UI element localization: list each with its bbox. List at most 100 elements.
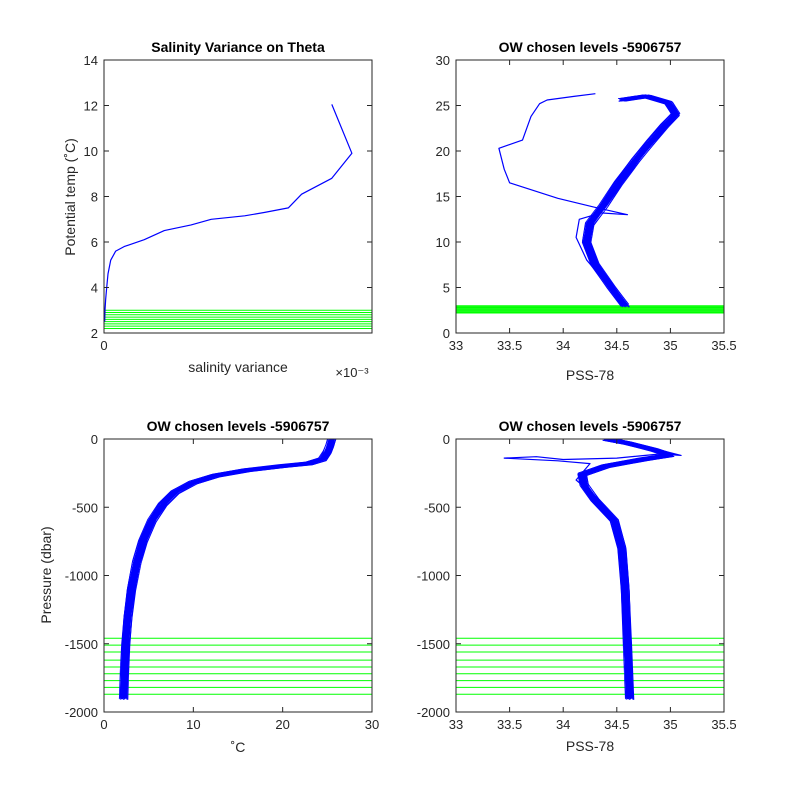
x-tick-label: 33 [449, 717, 463, 732]
panel-4-xlabel: PSS-78 [566, 738, 614, 754]
profile-line [121, 439, 335, 699]
y-tick-label: 0 [91, 432, 98, 447]
axes-box [103, 59, 373, 334]
profile-line [121, 439, 335, 699]
x-tick-label: 0 [100, 338, 107, 353]
x-tick-label: 35.5 [711, 338, 736, 353]
x-tick-label: 30 [365, 717, 379, 732]
y-tick-label: 6 [91, 235, 98, 250]
profile-line [125, 440, 330, 698]
x-tick-label: 10 [186, 717, 200, 732]
profile-line [123, 439, 333, 699]
profile-line [121, 440, 334, 698]
panel-3-plot-area: 0 10 20 30 -2000 -1500 -1000 -500 0 [65, 432, 379, 732]
profile-line [121, 439, 334, 698]
panel-1-x-multiplier: ×10⁻³ [335, 365, 369, 380]
panel-1-title: Salinity Variance on Theta [151, 39, 325, 55]
panel-1-ylabel: Potential temp (˚C) [62, 138, 78, 255]
profile-line [122, 439, 334, 699]
panel-1-plot-area: 020004000600080002468101214 [84, 53, 373, 353]
profile-line [122, 439, 333, 699]
profile-line [123, 439, 333, 699]
profile-line [124, 440, 332, 698]
panel-theta-salinity: OW chosen levels -5906757 33 33.5 34 34.5 35… [436, 39, 737, 383]
x-tick-label: 34 [556, 338, 570, 353]
panel-pressure-temperature: OW chosen levels -5906757 0 10 20 30 -2000 -1… [38, 418, 379, 755]
profile-line [123, 439, 333, 699]
x-tick-label: 20 [275, 717, 289, 732]
panel-2-title: OW chosen levels -5906757 [499, 39, 682, 55]
profile-line [122, 439, 333, 699]
y-tick-label: -1000 [417, 569, 450, 584]
profile-line [122, 440, 334, 698]
y-tick-label: 20 [436, 144, 450, 159]
y-tick-label: 0 [443, 326, 450, 341]
profile-line [124, 439, 331, 698]
profile-line [126, 440, 329, 698]
profile-line [124, 439, 331, 698]
profile-line [121, 440, 334, 698]
panel-3-title: OW chosen levels -5906757 [147, 418, 330, 434]
y-tick-label: -2000 [65, 705, 98, 720]
profile-line [582, 95, 675, 307]
x-tick-label: 33 [449, 338, 463, 353]
panel-2-xlabel: PSS-78 [566, 367, 614, 383]
axes-box [455, 59, 725, 334]
panel-pressure-salinity: OW chosen levels -5906757 33 33.5 34 34.5 35… [417, 418, 737, 754]
axes-box [103, 438, 373, 713]
x-tick-label: 34.5 [604, 717, 629, 732]
profile-line [126, 439, 330, 699]
panel-salinity-variance: Salinity Variance on Theta 0200040006000… [62, 39, 373, 380]
y-tick-label: -500 [424, 500, 450, 515]
panel-1-xlabel: salinity variance [188, 359, 288, 375]
y-tick-label: 5 [443, 281, 450, 296]
profile-line [125, 439, 331, 699]
y-tick-label: 4 [91, 281, 98, 296]
profile-line [125, 439, 330, 698]
panel-3-xlabel: ˚C [231, 739, 246, 755]
x-tick-label: 35 [663, 717, 677, 732]
y-tick-label: -1500 [65, 637, 98, 652]
x-tick-label: 0 [100, 717, 107, 732]
y-tick-label: 8 [91, 190, 98, 205]
y-tick-label: 30 [436, 53, 450, 68]
profile-line [122, 439, 333, 699]
profile-line [589, 95, 679, 307]
profile-line [104, 104, 353, 322]
y-tick-label: 0 [443, 432, 450, 447]
profile-line [503, 439, 682, 699]
panel-4-plot-area: 33 33.5 34 34.5 35 35.5 -2000 -1500 -1000 -500 0 [417, 432, 737, 732]
y-tick-label: -500 [72, 500, 98, 515]
profile-line [119, 440, 336, 698]
profile-line [123, 439, 333, 699]
profile-line [579, 439, 667, 700]
profile-line [123, 439, 332, 699]
profile-line [124, 439, 332, 699]
y-tick-label: 25 [436, 99, 450, 114]
profile-line [123, 439, 333, 699]
y-tick-label: 10 [84, 144, 98, 159]
profile-line [120, 440, 336, 698]
profile-line [123, 439, 333, 699]
y-tick-label: -2000 [417, 705, 450, 720]
profile-line [123, 440, 333, 698]
profile-line [123, 439, 333, 699]
panel-2-plot-area: 33 33.5 34 34.5 35 35.5 0 5 10 15 20 25 30 [436, 53, 737, 353]
profile-line [498, 93, 629, 307]
profile-line [587, 94, 672, 308]
profile-line [126, 440, 329, 698]
y-tick-label: 14 [84, 53, 98, 68]
profile-line [123, 439, 332, 700]
x-tick-label: 34 [556, 717, 570, 732]
y-tick-label: 15 [436, 190, 450, 205]
y-tick-label: 10 [436, 235, 450, 250]
profile-line [123, 439, 332, 699]
y-tick-label: -1500 [417, 637, 450, 652]
profile-line [124, 440, 331, 698]
panel-4-title: OW chosen levels -5906757 [499, 418, 682, 434]
x-tick-label: 34.5 [604, 338, 629, 353]
x-tick-label: 35.5 [711, 717, 736, 732]
profile-line [124, 439, 331, 698]
x-tick-label: 35 [663, 338, 677, 353]
